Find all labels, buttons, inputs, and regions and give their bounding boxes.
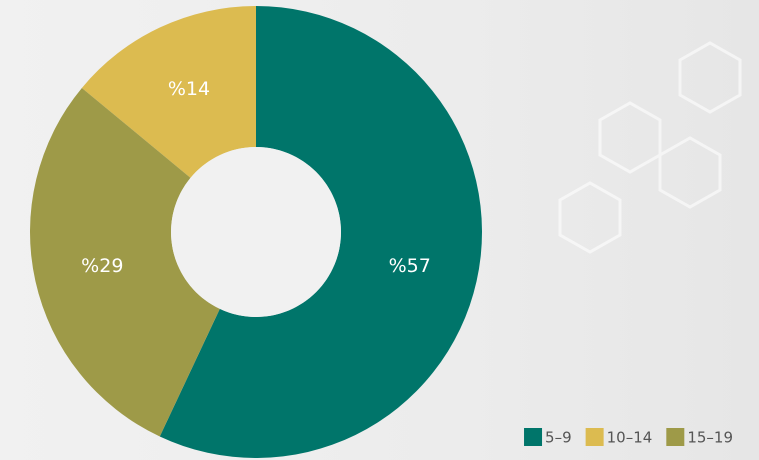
slice-label: %57 bbox=[389, 255, 431, 277]
donut-hole bbox=[171, 147, 341, 317]
legend-swatch bbox=[585, 428, 604, 446]
donut-slice bbox=[29, 87, 220, 437]
legend-label: 10–14 bbox=[607, 429, 653, 447]
donut-slice bbox=[159, 6, 483, 458]
legend: 5–9 10–14 15–19 bbox=[524, 428, 733, 447]
legend-label: 5–9 bbox=[545, 429, 572, 447]
slice-label: %14 bbox=[168, 78, 210, 100]
legend-swatch bbox=[524, 428, 543, 446]
slice-label: %29 bbox=[81, 255, 123, 277]
donut-slice bbox=[81, 6, 256, 178]
legend-swatch bbox=[666, 428, 685, 446]
background-pattern bbox=[558, 41, 742, 254]
legend-label: 15–19 bbox=[687, 429, 733, 447]
